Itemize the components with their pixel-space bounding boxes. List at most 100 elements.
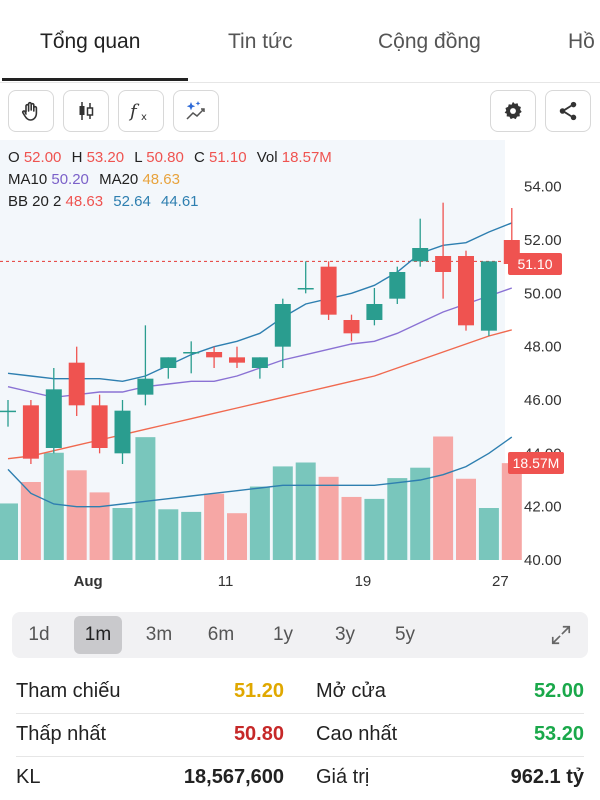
period-1m[interactable]: 1m (74, 616, 122, 654)
low-price-value: 50.80 (233, 723, 284, 745)
bb-lower-line (7, 436, 513, 508)
candle-body (137, 378, 154, 395)
bb-lower-value: 48.63 (65, 193, 104, 210)
candle-body (274, 304, 291, 347)
gear-icon (504, 101, 522, 120)
x-axis-label: Aug (74, 573, 103, 590)
active-tab-indicator (2, 78, 188, 81)
candle-body (91, 405, 108, 448)
volume-bar (364, 498, 385, 560)
current-price-badge (508, 253, 562, 275)
volume-bar (20, 482, 41, 560)
volume-bar (341, 496, 362, 560)
stats-row-2: Thấp nhất 50.80 Cao nhất 53.20 (0, 713, 600, 757)
expand-button[interactable] (540, 616, 582, 654)
ma10-value: 50.20 (51, 171, 89, 188)
volume-bar (272, 466, 293, 560)
period-3y[interactable]: 3y (334, 624, 356, 645)
candlestick-chart[interactable]: 54.0052.0050.0048.0046.0044.0042.0040.00… (0, 140, 600, 600)
x-axis-label: 11 (218, 573, 234, 590)
x-axis-label: 19 (355, 573, 372, 590)
volume-bar (249, 486, 270, 560)
y-axis-label: 46.00 (524, 392, 562, 409)
ref-price-value: 51.20 (233, 680, 284, 702)
ai-draw-button[interactable] (173, 90, 219, 132)
ma-legend: MA10 50.20 MA20 48.63 (8, 171, 186, 188)
tab-news[interactable]: Tin tức (228, 30, 293, 53)
trade-value-label: Giá trị (316, 766, 370, 788)
y-axis-label: 52.00 (524, 232, 562, 249)
close-label: C (193, 149, 205, 166)
candle-body (297, 288, 314, 290)
open-price-label: Mở cửa (316, 680, 386, 702)
ohlc-legend: O 52.00 H 53.20 L 50.80 C 51.10 Vol 18.5… (8, 149, 338, 166)
tab-profile[interactable]: Hồ (568, 30, 595, 53)
candle-body (343, 320, 360, 334)
volume-bar (43, 452, 64, 560)
period-5y[interactable]: 5y (394, 624, 416, 645)
volume-bar (410, 467, 431, 560)
tab-overview[interactable]: Tổng quan (40, 30, 141, 53)
volume-bar (295, 462, 316, 560)
stats-divider (16, 713, 584, 714)
period-3m[interactable]: 3m (145, 624, 173, 645)
volume-bar (135, 437, 156, 560)
svg-text:f: f (128, 101, 140, 122)
tab-community[interactable]: Cộng đồng (378, 30, 481, 53)
candle-body (320, 266, 337, 315)
ref-price-label: Tham chiếu (16, 680, 121, 702)
candle-body (366, 304, 383, 320)
ma20-label: MA20 (99, 171, 139, 188)
volume-bar (66, 470, 87, 560)
volume-stat-label: KL (16, 766, 41, 788)
volume-bar (433, 436, 454, 560)
trade-value-value: 962.1 tỷ (510, 766, 584, 788)
volume-bar (112, 508, 133, 560)
share-icon (559, 101, 577, 121)
bb-legend: BB 20 2 48.63 52.64 44.61 (8, 193, 205, 210)
volume-bar (387, 478, 408, 560)
y-axis-label: 42.00 (524, 499, 562, 516)
volume-bar (204, 493, 225, 560)
stats-row-1: Tham chiếu 51.20 Mở cửa 52.00 (0, 670, 600, 714)
volume-bar (158, 509, 179, 560)
period-1d[interactable]: 1d (28, 624, 50, 645)
volume-value: 18.57M (281, 149, 332, 166)
candle-body (45, 389, 62, 448)
candle-body (458, 256, 474, 326)
candle-body (183, 352, 200, 354)
close-value: 51.10 (209, 149, 247, 166)
candle-body (160, 357, 177, 368)
y-axis-label: 54.00 (524, 179, 562, 196)
candlestick-type-button[interactable] (63, 90, 109, 132)
candle-body (435, 256, 452, 272)
period-6m[interactable]: 6m (207, 624, 235, 645)
hand-tool-button[interactable] (8, 90, 54, 132)
candle-body (389, 272, 406, 299)
volume-bar (181, 511, 202, 560)
period-1y[interactable]: 1y (272, 624, 294, 645)
volume-bar (227, 513, 247, 560)
volume-stat-value: 18,567,600 (183, 766, 284, 788)
price-chart[interactable]: 54.0052.0050.0048.0046.0044.0042.0040.00… (0, 140, 600, 600)
high-label: H (71, 149, 83, 166)
bb-label: BB 20 2 (8, 193, 62, 210)
share-button[interactable] (545, 90, 591, 132)
high-price-value: 53.20 (533, 723, 584, 745)
indicators-button[interactable]: f x (118, 90, 164, 132)
function-icon: f x (128, 101, 147, 123)
current-price-badge-text: 51.10 (517, 256, 552, 272)
current-volume-badge-text: 18.57M (513, 455, 560, 471)
volume-bar (318, 476, 339, 560)
open-price-value: 52.00 (533, 680, 584, 702)
ma20-value: 48.63 (142, 171, 180, 188)
top-tabs: Tổng quan Tin tức Cộng đồng Hồ (0, 0, 600, 83)
y-axis-label: 48.00 (524, 339, 562, 356)
low-price-label: Thấp nhất (16, 723, 107, 745)
candle-body (229, 357, 245, 363)
ma10-label: MA10 (8, 171, 48, 188)
settings-button[interactable] (490, 90, 536, 132)
candlestick-icon (79, 102, 94, 120)
volume-label: Vol (256, 149, 278, 166)
candle-body (22, 405, 39, 459)
